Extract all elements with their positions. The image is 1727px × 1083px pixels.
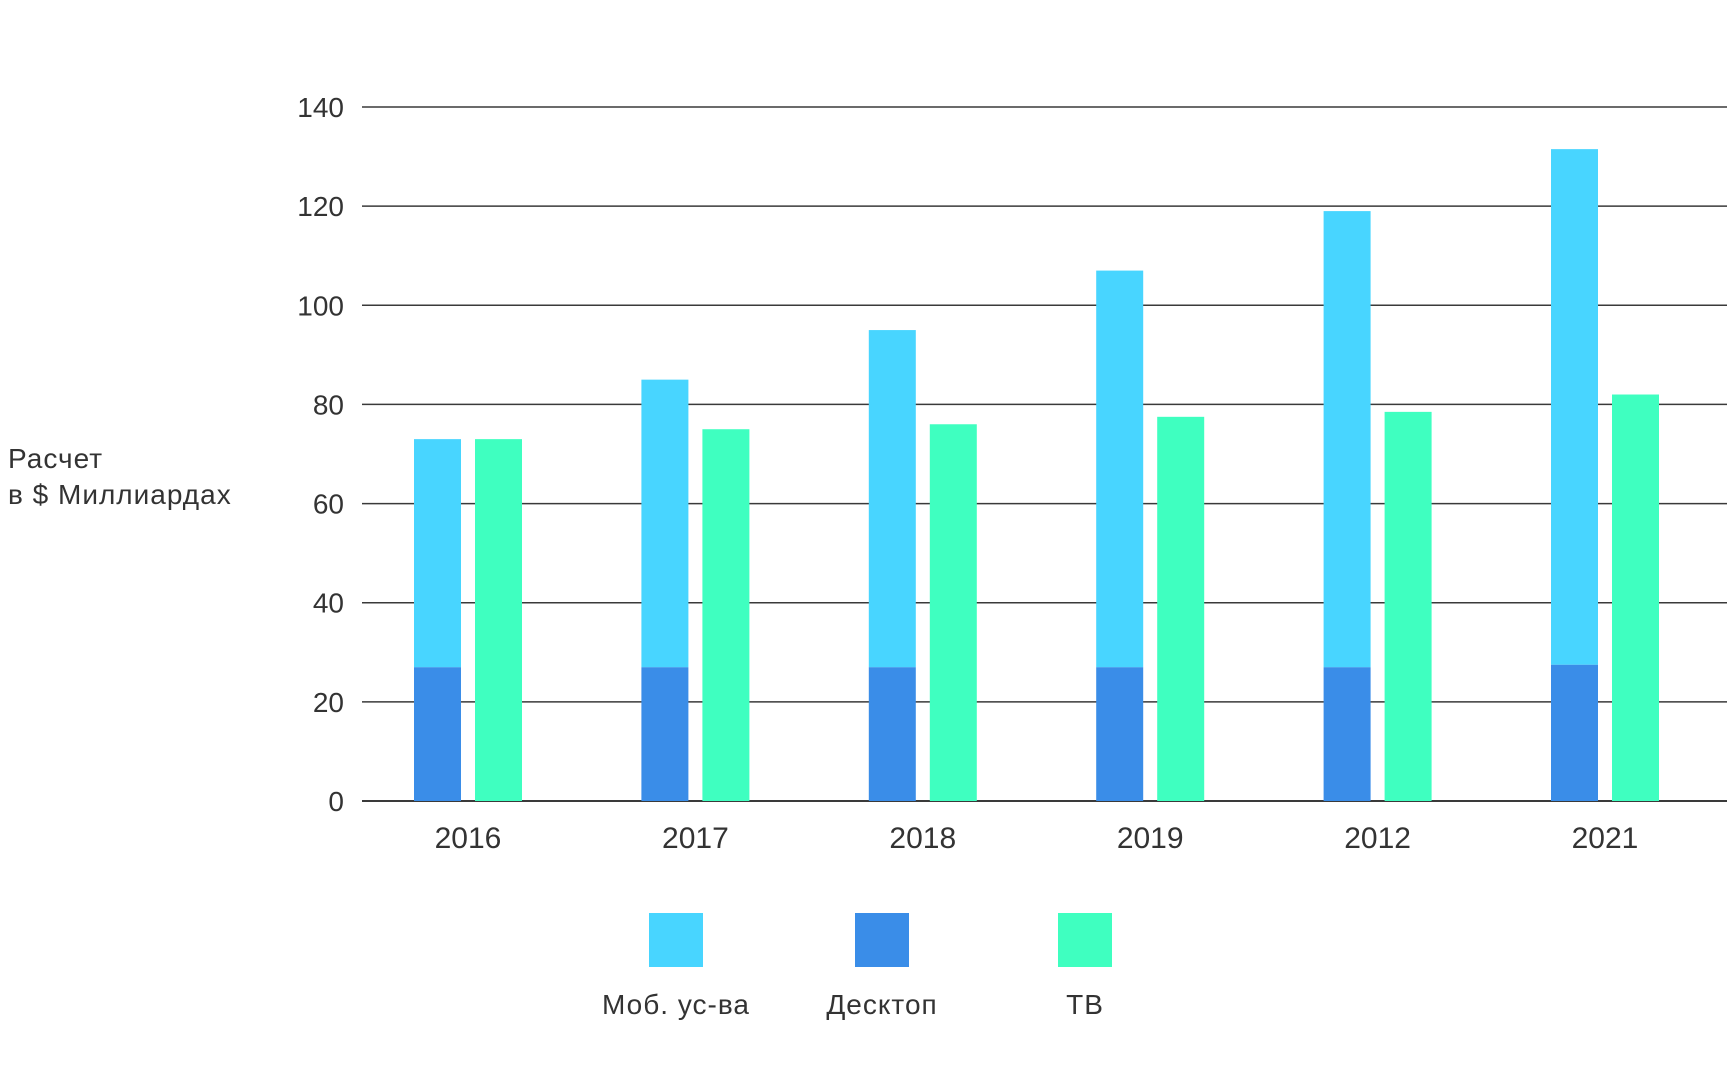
x-tick-label: 2017 xyxy=(662,822,729,855)
y-tick-label: 20 xyxy=(313,687,344,718)
y-axis-label-line-1: Расчет xyxy=(8,443,104,474)
bar xyxy=(1157,416,1205,801)
bar xyxy=(1551,149,1598,665)
x-tick-label: 2012 xyxy=(1344,822,1411,855)
bar xyxy=(868,667,916,801)
bar xyxy=(1096,270,1144,668)
y-tick-label: 40 xyxy=(313,588,344,619)
x-tick-label: 2019 xyxy=(1117,822,1184,855)
bar xyxy=(868,330,916,668)
y-tick-label: 100 xyxy=(297,290,344,321)
y-tick-label: 0 xyxy=(328,786,344,817)
bar xyxy=(414,439,461,668)
gridlines xyxy=(362,106,1727,802)
bar xyxy=(475,439,522,801)
bar xyxy=(1096,667,1144,801)
legend-swatch xyxy=(855,913,909,967)
bar xyxy=(929,424,977,801)
x-tick-label: 2016 xyxy=(435,822,502,855)
legend-label: ТВ xyxy=(1066,989,1104,1020)
x-tick-labels: 2016 2017 2018 2019 2012 2021 xyxy=(435,822,1639,855)
bar xyxy=(414,667,461,801)
legend-label: Моб. ус-ва xyxy=(602,989,750,1020)
y-tick-label: 80 xyxy=(313,389,344,420)
bar xyxy=(1551,664,1598,801)
bar xyxy=(1323,667,1371,801)
x-tick-label: 2018 xyxy=(889,822,956,855)
y-tick-label: 140 xyxy=(297,92,344,123)
bar xyxy=(641,667,689,801)
y-tick-labels: 0 20 40 60 80 100 120 140 xyxy=(297,92,344,817)
legend: Моб. ус-ва Десктоп ТВ xyxy=(602,913,1112,1020)
bar xyxy=(1323,211,1371,668)
bar xyxy=(1384,411,1432,801)
bars xyxy=(414,149,1659,801)
legend-swatch xyxy=(649,913,703,967)
y-axis-label-line-2: в $ Миллиардах xyxy=(8,479,232,510)
bar xyxy=(641,379,689,668)
y-axis-label: Расчет в $ Миллиардах xyxy=(8,441,232,513)
legend-swatch xyxy=(1058,913,1112,967)
legend-label: Десктоп xyxy=(826,989,937,1020)
bar xyxy=(1612,394,1659,801)
y-tick-label: 120 xyxy=(297,191,344,222)
y-tick-label: 60 xyxy=(313,489,344,520)
x-tick-label: 2021 xyxy=(1572,822,1639,855)
bar xyxy=(702,429,750,801)
